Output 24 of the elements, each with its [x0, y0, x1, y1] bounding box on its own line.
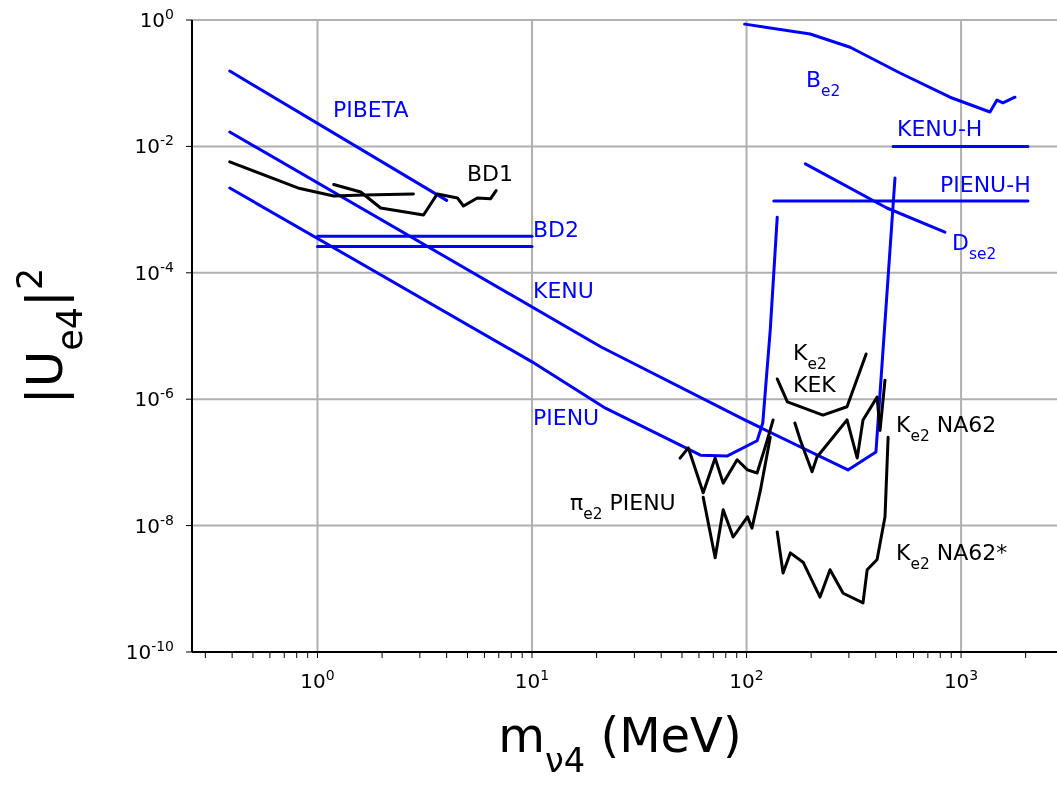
x-tick-label: 10$^{0}$	[300, 667, 335, 693]
x-tick-label: 10$^{1}$	[514, 667, 550, 693]
series-label: K$_{e2}$ KEK	[793, 340, 837, 397]
series-label: KENU-H	[897, 116, 983, 141]
series-label: PIENU	[533, 405, 600, 430]
y-tick-label: 10$^{-8}$	[134, 511, 174, 538]
y-tick-label: 10$^{0}$	[139, 6, 174, 32]
y-tick-label: 10$^{-6}$	[134, 385, 175, 412]
y-tick-label: 10$^{-2}$	[134, 132, 174, 159]
series-label: K$_{e2}$ NA62	[896, 412, 997, 445]
x-tick-label: 10$^{3}$	[943, 667, 979, 693]
y-tick-label: 10$^{-10}$	[125, 638, 174, 664]
series-label: BD1	[467, 161, 514, 186]
series-label: K$_{e2}$ NA62*	[896, 540, 1008, 573]
series-label: BD2	[533, 217, 580, 242]
series-label: PIBETA	[333, 97, 409, 122]
series-label: π$_{e2}$ PIENU	[570, 490, 676, 523]
series-label: PIENU-H	[940, 172, 1031, 197]
series-label: B$_{e2}$	[806, 67, 841, 100]
x-tick-label: 10$^{2}$	[729, 667, 764, 693]
series-label: KENU	[533, 278, 594, 303]
x-axis-title: m$_{ν4}$ (MeV)	[498, 707, 742, 780]
series-label: D$_{se2}$	[952, 230, 997, 263]
y-tick-label: 10$^{-4}$	[134, 258, 175, 285]
